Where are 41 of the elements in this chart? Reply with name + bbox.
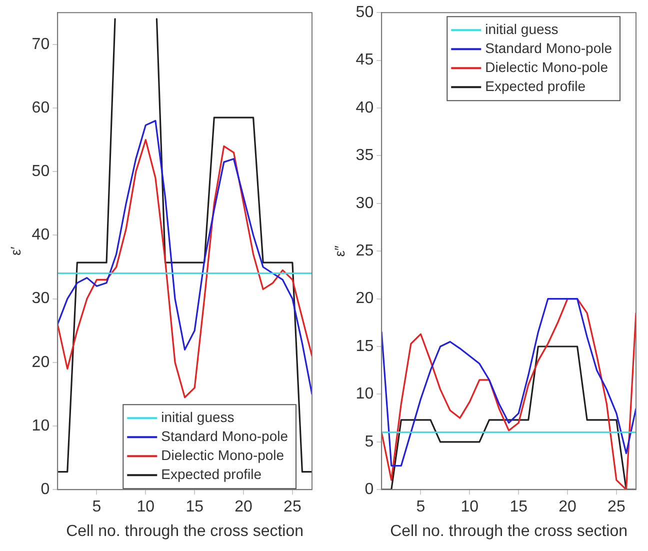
legend-label: Standard Mono-pole	[161, 428, 288, 444]
y-tick-label: 25	[356, 242, 374, 260]
y-tick-label: 20	[356, 290, 374, 308]
y-tick-label: 5	[364, 433, 374, 450]
y-tick-label: 0	[40, 481, 50, 498]
legend-label: Expected profile	[485, 78, 586, 94]
y-axis-title: ε′	[7, 246, 24, 256]
legend-label: Expected profile	[161, 466, 262, 482]
y-tick-label: 0	[364, 481, 374, 498]
legend-label: Dielectic Mono-pole	[485, 58, 608, 75]
y-tick-label: 35	[356, 147, 374, 164]
x-tick-label: 25	[608, 498, 626, 516]
y-tick-label: 45	[356, 52, 374, 69]
y-tick-label: 20	[32, 354, 50, 371]
y-tick-label: 50	[32, 163, 50, 180]
y-tick-label: 40	[356, 99, 374, 116]
y-tick-label: 40	[32, 226, 50, 244]
x-tick-label: 5	[92, 498, 102, 516]
y-tick-label: 15	[356, 338, 374, 355]
x-axis-title: Cell no. through the cross section	[390, 522, 628, 540]
y-tick-label: 70	[32, 36, 50, 53]
x-tick-label: 15	[186, 498, 204, 516]
y-tick-label: 10	[356, 386, 374, 403]
x-tick-label: 10	[460, 498, 479, 516]
x-tick-label: 25	[284, 498, 302, 516]
x-tick-label: 15	[510, 498, 528, 516]
legend-label: initial guess	[485, 20, 558, 37]
legend-label: Dielectic Mono-pole	[161, 446, 284, 463]
y-axis-title: ε″	[331, 245, 348, 257]
x-tick-label: 20	[558, 498, 577, 516]
x-axis-title: Cell no. through the cross section	[66, 522, 304, 540]
y-tick-label: 50	[356, 4, 374, 22]
y-tick-label: 30	[32, 290, 50, 308]
y-tick-label: 10	[32, 417, 50, 434]
y-tick-label: 60	[32, 99, 50, 116]
legend-label: initial guess	[161, 408, 234, 425]
x-tick-label: 10	[136, 498, 155, 516]
x-tick-label: 20	[234, 498, 253, 516]
legend-label: Standard Mono-pole	[485, 40, 612, 56]
y-tick-label: 30	[356, 194, 374, 212]
x-tick-label: 5	[416, 498, 426, 516]
